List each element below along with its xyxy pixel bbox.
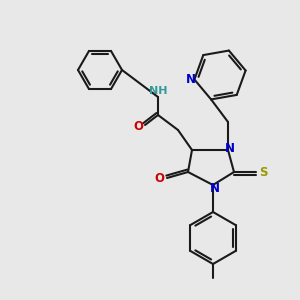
Text: N: N [185, 73, 195, 86]
Text: S: S [259, 166, 267, 178]
Text: N: N [225, 142, 235, 154]
Text: O: O [154, 172, 164, 184]
Text: N: N [210, 182, 220, 194]
Text: O: O [133, 121, 143, 134]
Text: NH: NH [149, 86, 167, 96]
